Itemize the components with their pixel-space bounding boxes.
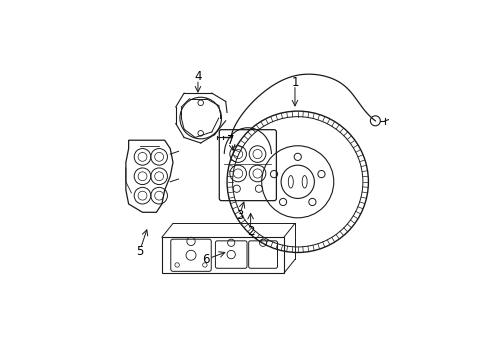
Text: 5: 5 [136, 244, 143, 258]
Text: 2: 2 [246, 225, 254, 238]
Text: 3: 3 [235, 208, 243, 221]
Text: 7: 7 [227, 134, 234, 147]
Text: 1: 1 [291, 76, 298, 89]
Text: 4: 4 [194, 70, 201, 83]
Text: 6: 6 [202, 253, 209, 266]
